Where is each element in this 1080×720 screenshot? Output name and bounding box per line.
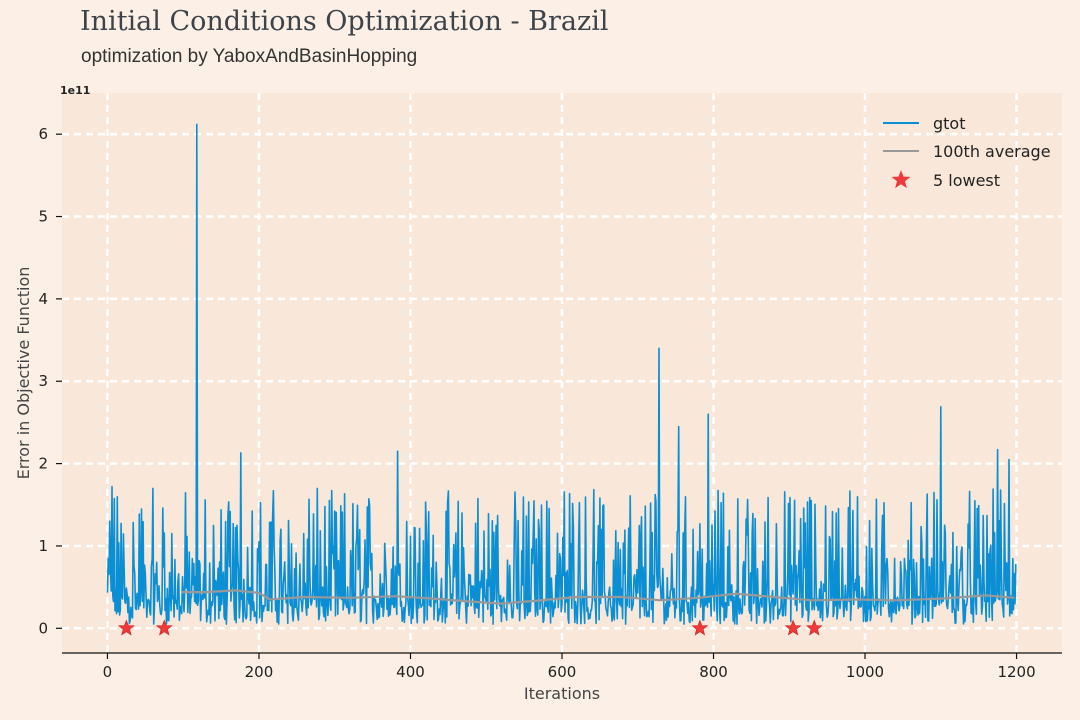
x-tick-label: 1000 bbox=[846, 663, 884, 681]
y-scale-label: 1e11 bbox=[60, 84, 90, 97]
series-gtot-line bbox=[106, 123, 1017, 625]
x-tick-label: 400 bbox=[396, 663, 425, 681]
series-layer bbox=[106, 123, 1017, 636]
x-tick-label: 600 bbox=[548, 663, 577, 681]
x-tick-label: 1200 bbox=[997, 663, 1035, 681]
y-axis-label: Error in Objective Function bbox=[14, 267, 33, 480]
chart-subtitle: optimization by YaboxAndBasinHopping bbox=[81, 46, 418, 67]
x-tick-label: 0 bbox=[103, 663, 113, 681]
y-tick-label: 2 bbox=[38, 455, 48, 473]
y-tick-label: 6 bbox=[38, 125, 48, 143]
grid bbox=[62, 93, 1062, 653]
y-tick-label: 5 bbox=[38, 208, 48, 226]
lowest-point-star bbox=[691, 619, 709, 636]
y-tick-label: 3 bbox=[38, 372, 48, 390]
x-axis-label: Iterations bbox=[524, 684, 600, 703]
y-tick-label: 4 bbox=[38, 290, 48, 308]
legend-lowest-label: 5 lowest bbox=[933, 171, 1000, 190]
y-tick-label: 1 bbox=[38, 537, 48, 555]
legend-lowest-star bbox=[891, 170, 911, 189]
series-average-line bbox=[181, 589, 1015, 605]
legend-average-label: 100th average bbox=[933, 142, 1051, 161]
x-tick-label: 800 bbox=[699, 663, 728, 681]
y-tick-label: 0 bbox=[38, 619, 48, 637]
lowest-point-star bbox=[784, 619, 802, 636]
lowest-point-star bbox=[117, 619, 135, 636]
axes: 0 200 400 600 800 1000 1200 0 1 2 3 4 5 6 bbox=[38, 125, 1062, 681]
lowest-point-star bbox=[155, 619, 173, 636]
x-tick-label: 200 bbox=[245, 663, 274, 681]
legend: gtot 100th average 5 lowest bbox=[883, 114, 1051, 190]
lowest-point-star bbox=[805, 619, 823, 636]
chart-title: Initial Conditions Optimization - Brazil bbox=[80, 6, 609, 37]
legend-gtot-label: gtot bbox=[933, 114, 966, 133]
